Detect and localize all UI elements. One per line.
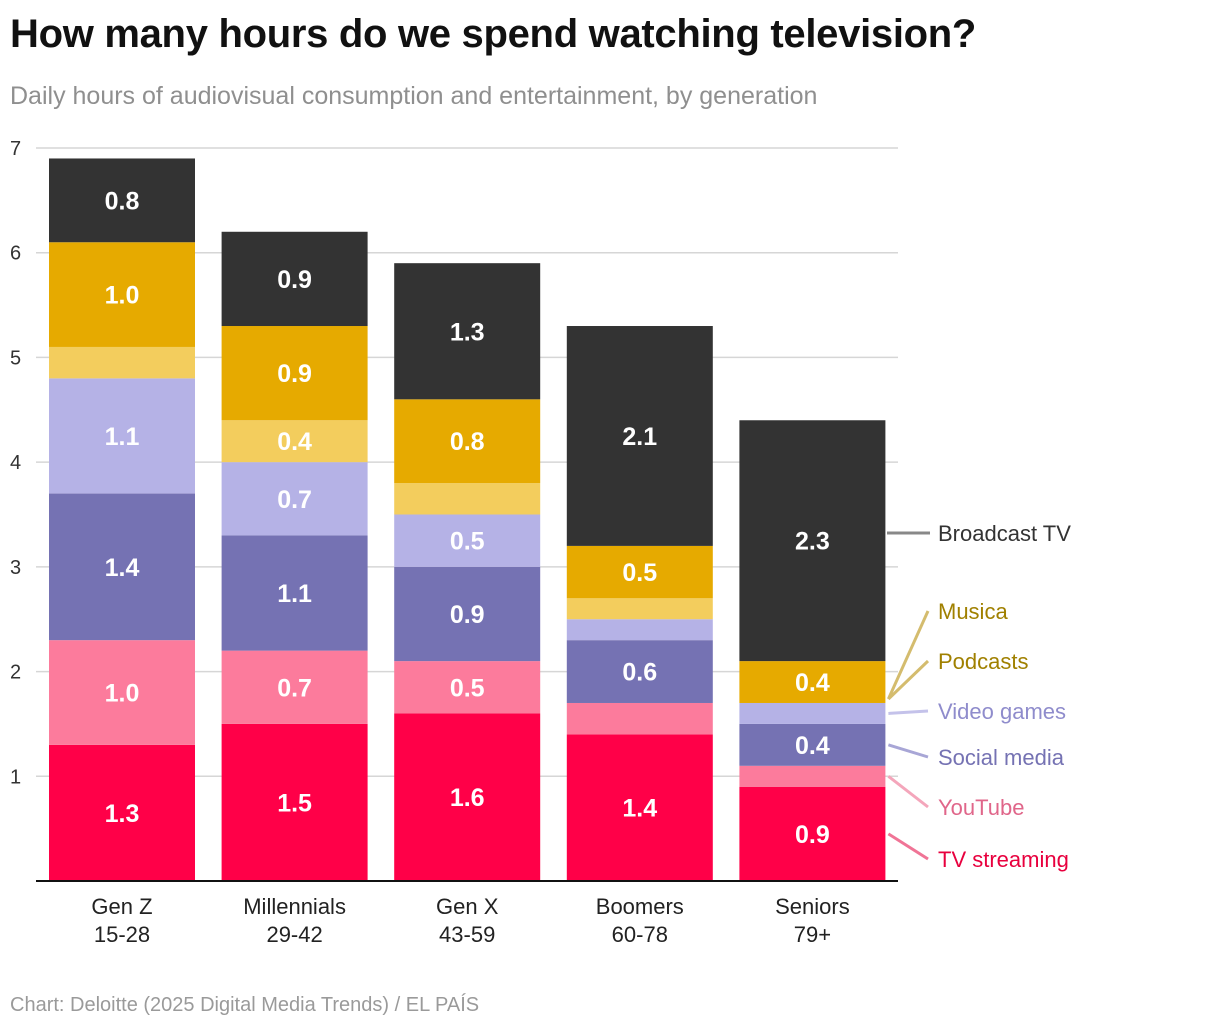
bar-segment bbox=[566, 640, 713, 703]
legend-label: Social media bbox=[938, 745, 1065, 770]
legend-label: Musica bbox=[938, 599, 1008, 624]
value-label: 1.5 bbox=[277, 789, 312, 817]
value-label: 0.9 bbox=[277, 360, 312, 388]
bar-segment bbox=[566, 702, 713, 735]
value-label: 1.1 bbox=[277, 580, 312, 608]
value-labels-layer: 1.3 1.0 1.4 1.1 1.0 0.8 1.5 0.7 1.1 0.7 0.4 0.9 0.9 1… bbox=[105, 187, 830, 849]
bar-segment bbox=[49, 493, 195, 641]
bar-segment bbox=[566, 619, 713, 641]
bar-segment bbox=[49, 744, 195, 881]
legend-leader-line bbox=[887, 832, 929, 861]
value-label: 1.4 bbox=[105, 554, 140, 582]
bars-layer bbox=[49, 158, 886, 881]
bar-segment bbox=[739, 765, 886, 787]
value-label: 0.8 bbox=[450, 428, 485, 456]
bar-segment bbox=[566, 598, 713, 620]
bar-segment bbox=[739, 661, 886, 703]
legend-leader-line bbox=[887, 775, 929, 809]
value-label: 1.3 bbox=[450, 318, 485, 346]
bar-segment bbox=[566, 734, 713, 881]
value-label: 0.4 bbox=[795, 732, 830, 760]
value-label: 1.3 bbox=[105, 800, 140, 828]
bar-segment bbox=[739, 702, 886, 724]
value-label: 1.4 bbox=[622, 795, 657, 823]
bar-segment bbox=[49, 640, 195, 745]
bar-segment bbox=[49, 158, 195, 243]
source-credit: Chart: Deloitte (2025 Digital Media Tren… bbox=[10, 994, 480, 1016]
x-category-ages: 60-78 bbox=[612, 922, 668, 947]
value-label: 0.9 bbox=[277, 266, 312, 294]
y-tick-label: 4 bbox=[10, 452, 21, 474]
y-tick-label: 1 bbox=[10, 766, 21, 788]
legend-label: YouTube bbox=[938, 795, 1024, 820]
bar-segment bbox=[49, 378, 195, 494]
legend-leader-line bbox=[887, 659, 930, 701]
value-label: 1.0 bbox=[105, 282, 140, 310]
value-label: 0.5 bbox=[622, 559, 657, 587]
bar-segment bbox=[566, 326, 713, 546]
bar-segment bbox=[739, 723, 886, 766]
x-category-ages: 43-59 bbox=[439, 922, 495, 947]
legend-leader-line bbox=[887, 743, 929, 759]
bar-segment bbox=[739, 420, 886, 662]
axis-layer: 1 2 3 4 5 6 7 Gen Z 15-28 Millennials 29-42 Gen X 43… bbox=[10, 138, 898, 947]
y-tick-label: 6 bbox=[10, 243, 21, 265]
value-label: 0.4 bbox=[277, 428, 312, 456]
legend-label: TV streaming bbox=[938, 847, 1069, 872]
bar-segment bbox=[394, 263, 541, 400]
legend-leader-line bbox=[887, 610, 930, 700]
bar-segment bbox=[739, 786, 886, 881]
bar-segment bbox=[221, 326, 368, 421]
value-label: 1.6 bbox=[450, 784, 485, 812]
y-tick-label: 2 bbox=[10, 662, 21, 684]
x-category-ages: 15-28 bbox=[94, 922, 150, 947]
bar-segment bbox=[221, 723, 368, 881]
bar-segment bbox=[566, 545, 713, 599]
bar-segment bbox=[221, 462, 368, 536]
legend-layer: TV streaming YouTube Social media Video gam… bbox=[887, 521, 1071, 872]
value-label: 1.1 bbox=[105, 423, 140, 451]
x-category-label: Gen Z bbox=[91, 894, 152, 919]
legend-label: Podcasts bbox=[938, 649, 1029, 674]
bar-segment bbox=[49, 346, 195, 379]
stacked-bar-chart: 1.31.01.41.11.00.81.50.71.10.70.40.90.91… bbox=[10, 138, 1071, 947]
y-tick-label: 3 bbox=[10, 557, 21, 579]
x-category-label: Gen X bbox=[436, 894, 499, 919]
value-label: 2.3 bbox=[795, 528, 830, 556]
bar-segment bbox=[394, 399, 541, 484]
y-tick-label: 5 bbox=[10, 347, 21, 369]
x-category-label: Boomers bbox=[596, 894, 684, 919]
value-label: 0.7 bbox=[277, 486, 312, 514]
value-label: 2.1 bbox=[622, 423, 657, 451]
value-label: 0.9 bbox=[450, 601, 485, 629]
value-label: 0.8 bbox=[105, 187, 140, 215]
bar-segment bbox=[221, 535, 368, 651]
value-label: 0.5 bbox=[450, 674, 485, 702]
bar-segment bbox=[394, 514, 541, 567]
bar-segment bbox=[49, 242, 195, 347]
legend-leader-line bbox=[888, 709, 929, 715]
chart-subtitle: Daily hours of audiovisual consumption a… bbox=[10, 82, 818, 110]
legend-label: Broadcast TV bbox=[938, 521, 1071, 546]
bar-segment bbox=[394, 713, 541, 881]
chart-title: How many hours do we spend watching tele… bbox=[10, 12, 977, 56]
bar-segment bbox=[394, 566, 541, 662]
x-category-ages: 29-42 bbox=[266, 922, 322, 947]
bar-segment bbox=[221, 650, 368, 724]
value-label: 0.5 bbox=[450, 528, 485, 556]
value-label: 0.9 bbox=[795, 821, 830, 849]
x-category-ages: 79+ bbox=[794, 922, 831, 947]
bar-segment bbox=[394, 483, 541, 515]
x-category-label: Seniors bbox=[775, 894, 850, 919]
bar-segment bbox=[221, 420, 368, 463]
bar-segment bbox=[221, 231, 368, 327]
value-label: 0.7 bbox=[277, 674, 312, 702]
legend-label: Video games bbox=[938, 699, 1066, 724]
value-label: 1.0 bbox=[105, 680, 140, 708]
value-label: 0.6 bbox=[622, 659, 657, 687]
y-tick-label: 7 bbox=[10, 138, 21, 160]
x-category-label: Millennials bbox=[243, 894, 346, 919]
bar-segment bbox=[394, 661, 541, 714]
value-label: 0.4 bbox=[795, 669, 830, 697]
